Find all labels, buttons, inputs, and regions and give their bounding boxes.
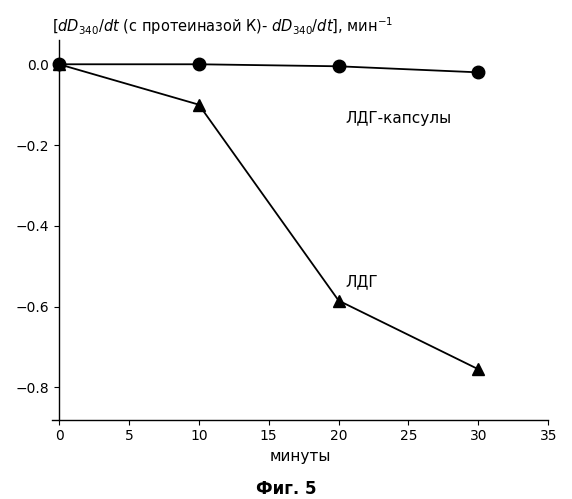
- Text: ЛДГ-капсулы: ЛДГ-капсулы: [345, 111, 452, 126]
- Text: [$dD_{340}/dt$ (с протеиназой К)- $dD_{340}/dt$], мин$^{-1}$: [$dD_{340}/dt$ (с протеиназой К)- $dD_{3…: [52, 15, 394, 37]
- Text: Фиг. 5: Фиг. 5: [256, 480, 316, 498]
- Text: ЛДГ: ЛДГ: [345, 274, 378, 289]
- X-axis label: минуты: минуты: [269, 449, 331, 464]
